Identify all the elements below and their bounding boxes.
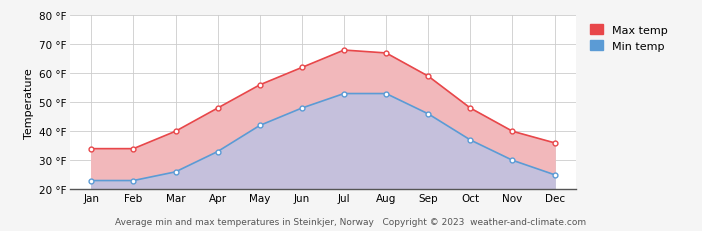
Text: Average min and max temperatures in Steinkjer, Norway   Copyright © 2023  weathe: Average min and max temperatures in Stei… <box>115 217 587 226</box>
Y-axis label: Temperature: Temperature <box>25 68 34 138</box>
Legend: Max temp, Min temp: Max temp, Min temp <box>586 22 671 55</box>
